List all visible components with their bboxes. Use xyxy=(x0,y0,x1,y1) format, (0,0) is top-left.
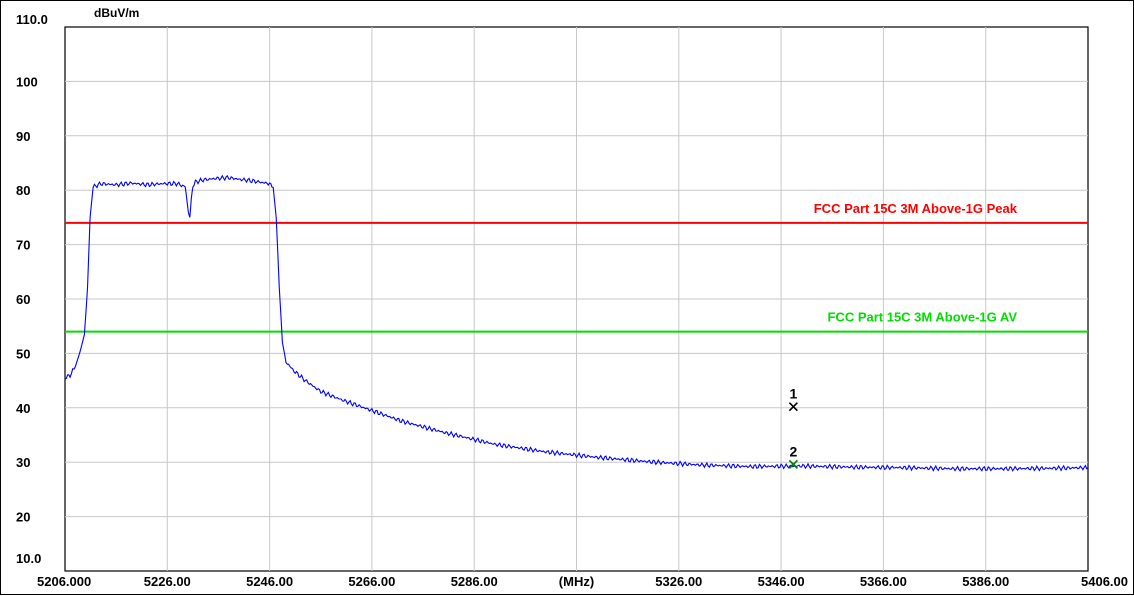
y-tick-label: 20 xyxy=(16,510,30,525)
x-tick-label: 5406.00 xyxy=(1081,574,1128,589)
y-tick-label: 60 xyxy=(16,292,30,307)
x-axis-ticks: 5206.000 5226.00 5246.00 5266.00 5286.00 (MHz… xyxy=(37,574,1128,589)
marker-1: 1 xyxy=(788,386,798,412)
y-tick-label: 10.0 xyxy=(16,551,41,566)
x-tick-label: 5226.00 xyxy=(144,574,191,589)
y-tick-label: 100 xyxy=(16,74,38,89)
y-tick-label: 90 xyxy=(16,129,30,144)
x-tick-label: 5266.00 xyxy=(348,574,395,589)
x-tick-label: 5246.00 xyxy=(246,574,293,589)
limit-line-label: FCC Part 15C 3M Above-1G Peak xyxy=(814,201,1018,216)
y-axis-unit-label: dBuV/m xyxy=(94,6,139,20)
x-tick-label: 5326.00 xyxy=(655,574,702,589)
limit-line-label: FCC Part 15C 3M Above-1G AV xyxy=(827,310,1017,325)
x-tick-label: 5286.00 xyxy=(451,574,498,589)
marker-label: 2 xyxy=(789,443,797,459)
marker-cross xyxy=(788,402,798,412)
y-tick-label: 30 xyxy=(16,455,30,470)
y-axis-ticks: 110.0 100 90 80 70 60 50 40 30 20 10.0 xyxy=(16,12,48,566)
y-tick-label: 40 xyxy=(16,401,30,416)
x-tick-label: 5206.000 xyxy=(37,574,91,589)
series-layer xyxy=(64,174,1089,472)
grid-lines xyxy=(65,27,1088,571)
series-line xyxy=(64,174,1089,472)
marker-cross xyxy=(788,459,798,469)
marker-label: 1 xyxy=(789,386,797,402)
marker-2: 2 xyxy=(788,443,798,469)
x-tick-label: 5386.00 xyxy=(962,574,1009,589)
x-tick-label: (MHz) xyxy=(559,574,594,589)
y-tick-label: 80 xyxy=(16,183,30,198)
limit-lines: FCC Part 15C 3M Above-1G Peak FCC Part 15… xyxy=(65,201,1088,333)
y-tick-label: 50 xyxy=(16,346,30,361)
y-tick-label: 110.0 xyxy=(16,12,48,27)
markers: 12 xyxy=(788,386,798,469)
y-tick-label: 70 xyxy=(16,238,30,253)
x-tick-label: 5366.00 xyxy=(860,574,907,589)
x-tick-label: 5346.00 xyxy=(758,574,805,589)
